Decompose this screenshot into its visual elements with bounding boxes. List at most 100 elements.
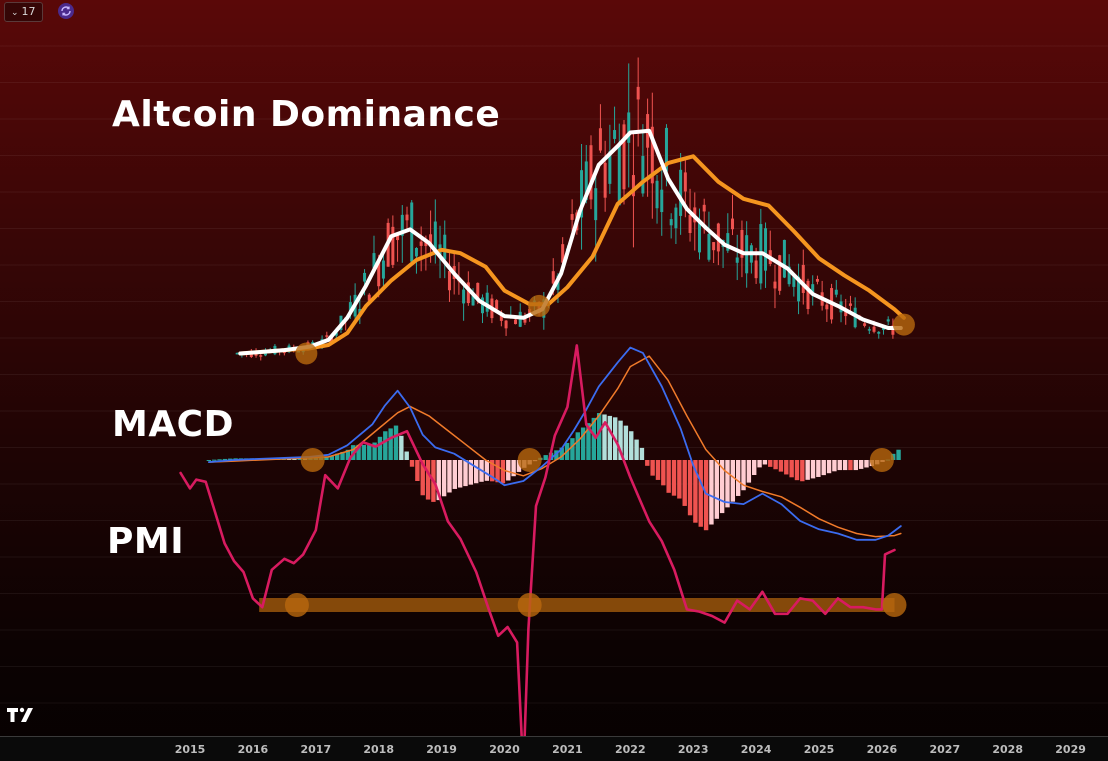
candle-body — [627, 112, 631, 143]
macd-signal-line — [208, 355, 902, 538]
macd-histogram-bar — [228, 458, 233, 460]
candle-body — [259, 355, 263, 357]
macd-histogram-bar — [329, 455, 335, 460]
macd-histogram-bar — [575, 432, 580, 460]
candle-body — [504, 320, 508, 329]
candle-body — [688, 215, 692, 233]
macd-histogram-bar — [853, 460, 858, 471]
candle-body — [886, 319, 890, 322]
macd-histogram-bar — [377, 436, 383, 460]
orange-moving-average-line — [238, 154, 906, 356]
year-tick-label: 2026 — [866, 743, 898, 756]
candle-body — [325, 335, 329, 337]
year-tick-label: 2020 — [489, 743, 520, 756]
candle-body — [348, 302, 352, 314]
candle-body — [561, 244, 565, 263]
candle-body — [433, 221, 437, 254]
year-tick-label: 2016 — [237, 743, 269, 756]
candle-body — [683, 172, 687, 192]
time-axis[interactable]: 2015 2016 2017 2018 2019 2020 2021 2022 2023 2024… — [0, 736, 1108, 761]
candle-body — [764, 228, 768, 271]
macd-histogram-bar — [468, 460, 474, 485]
candle-body — [594, 188, 598, 221]
macd-histogram-bar — [586, 423, 591, 460]
candle-body — [825, 304, 829, 310]
candle-body — [367, 294, 371, 301]
macd-histogram-bar — [436, 460, 441, 501]
candle-body — [598, 128, 602, 151]
macd-histogram-bar — [719, 460, 725, 514]
macd-histogram-bar — [452, 460, 458, 489]
macd-histogram-bar — [634, 439, 639, 460]
year-tick-label: 2028 — [992, 743, 1023, 756]
macd-histogram-bar — [709, 460, 714, 525]
candle-body — [358, 308, 362, 314]
interval-badge[interactable]: ⌄ 17 — [4, 2, 43, 22]
candle-body — [263, 352, 267, 356]
candle-body — [429, 234, 433, 245]
candle-body — [551, 271, 555, 284]
candle-body — [848, 303, 852, 306]
macd-histogram-bar — [757, 460, 762, 468]
candle-body — [731, 218, 735, 230]
macd-histogram-bar — [420, 460, 425, 496]
chevron-down-icon: ⌄ — [11, 8, 19, 18]
macd-crossover-marker — [517, 448, 542, 472]
macd-histogram-bar — [703, 460, 709, 531]
candle-body — [797, 276, 801, 302]
candle-body — [462, 289, 466, 304]
candle-body — [735, 257, 739, 263]
macd-histogram-bar — [832, 460, 837, 472]
candle-body — [877, 331, 881, 334]
candle-body — [631, 175, 635, 197]
macd-histogram-bar — [655, 460, 661, 480]
candle-body — [419, 241, 423, 246]
candle-body — [617, 145, 621, 206]
macd-histogram-bar — [217, 459, 222, 461]
macd-histogram-bar — [714, 460, 719, 519]
macd-histogram-bar — [495, 460, 500, 483]
macd-histogram-bar — [340, 451, 345, 460]
candle-body — [664, 127, 668, 172]
macd-crossover-marker — [869, 448, 894, 472]
candle-body — [396, 235, 400, 241]
candle-body — [377, 261, 381, 287]
macd-histogram-bar — [778, 460, 784, 472]
candle-body — [815, 278, 819, 282]
candle-body — [282, 351, 286, 354]
macd-histogram-bar — [580, 427, 586, 460]
candle-body — [679, 169, 683, 216]
candle-body — [834, 289, 838, 295]
macd-histogram-bar — [837, 460, 842, 471]
candle-body — [740, 229, 744, 258]
macd-histogram-bar — [687, 460, 693, 516]
macd-histogram-bar — [752, 460, 757, 476]
macd-histogram-bar — [693, 460, 698, 523]
macd-histogram-bar — [324, 456, 329, 460]
macd-title: MACD — [112, 404, 234, 445]
macd-histogram-bar — [698, 460, 703, 527]
macd-histogram-bar — [735, 460, 741, 496]
candle-body — [660, 189, 664, 213]
pmi-crossover-marker — [517, 593, 542, 617]
macd-crossover-marker — [300, 448, 325, 472]
macd-histogram-bar — [645, 460, 650, 466]
candle-body — [669, 219, 673, 226]
macd-histogram-bar — [222, 458, 228, 460]
sync-icon[interactable] — [58, 3, 74, 19]
macd-histogram-bar — [768, 460, 773, 467]
macd-histogram-bar — [762, 460, 768, 465]
macd-histogram-bar — [746, 460, 752, 483]
macd-histogram-bar — [388, 428, 393, 460]
macd-histogram-bar — [543, 455, 548, 460]
macd-histogram-bar — [212, 459, 217, 461]
macd-histogram-bar — [484, 460, 490, 481]
candle-body — [476, 282, 480, 299]
candle-body — [787, 266, 791, 285]
candle-body — [391, 226, 395, 265]
candle-body — [712, 242, 716, 251]
macd-histogram-bar — [367, 444, 372, 460]
candle-body — [650, 126, 654, 184]
macd-histogram-bar — [800, 460, 805, 482]
macd-histogram-bar — [463, 460, 468, 487]
